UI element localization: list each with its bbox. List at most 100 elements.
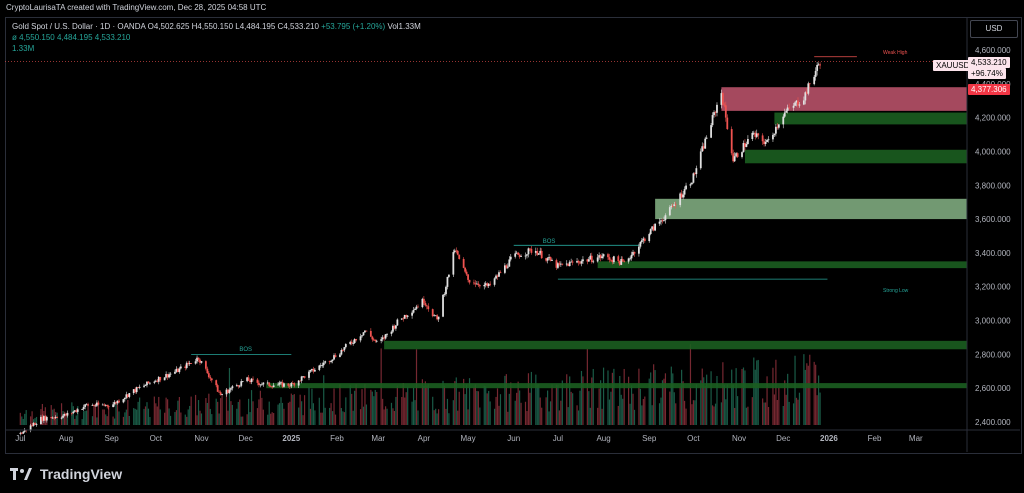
candle-body	[661, 220, 664, 222]
volume-bar	[545, 397, 547, 425]
candle-body	[515, 252, 518, 254]
candle-body	[724, 105, 727, 118]
volume-bar	[186, 416, 188, 425]
candle-body	[434, 315, 437, 317]
candle-body	[250, 378, 253, 383]
candle-body	[62, 415, 64, 418]
time-tick-label: Mar	[909, 434, 923, 443]
candle-body	[617, 256, 620, 262]
time-tick-label: Feb	[330, 434, 344, 443]
candle-body	[487, 283, 490, 286]
candle-body	[75, 410, 78, 412]
volume-bar	[597, 407, 599, 425]
volume-bar	[753, 357, 755, 425]
candle-body	[188, 363, 191, 364]
tradingview-brand[interactable]: TradingView	[10, 466, 122, 483]
candle-body	[671, 205, 674, 207]
candle-body	[716, 104, 718, 113]
candle-body	[313, 369, 316, 372]
volume-bar	[168, 408, 170, 425]
time-tick-label: Feb	[868, 434, 882, 443]
candle-body	[383, 337, 386, 339]
candle-body	[417, 306, 419, 308]
volume-bar	[298, 407, 300, 425]
candle-body	[87, 404, 89, 406]
volume-bar	[592, 368, 594, 425]
candle-body	[674, 204, 677, 206]
candle-body	[53, 417, 56, 419]
candle-body	[216, 385, 219, 392]
volume-bar	[25, 410, 27, 425]
candle-body	[711, 115, 714, 126]
volume-bar	[340, 408, 342, 425]
time-tick-label: Apr	[418, 434, 431, 443]
price-axis: 2,400.000 2,600.000 2,800.000 3,000.000 3,20…	[966, 17, 1011, 452]
candle-body	[137, 387, 140, 388]
indicator-icon: ø	[12, 33, 17, 42]
candle-body	[705, 137, 708, 139]
candle-body	[557, 263, 559, 268]
candle-body	[278, 382, 281, 385]
candle-body	[51, 417, 54, 419]
volume-bar	[504, 375, 506, 425]
volume-bar	[349, 385, 351, 425]
volume-bar	[644, 396, 646, 425]
candle-body	[642, 238, 645, 241]
candle-body	[589, 255, 592, 260]
volume-bar	[664, 373, 667, 425]
volume-bar	[438, 409, 440, 425]
volume-bar	[589, 407, 591, 425]
volume-bar	[50, 405, 52, 425]
volume-bar	[153, 396, 155, 425]
candle-body	[303, 376, 306, 378]
volume-bar	[392, 408, 394, 425]
candle-body	[20, 432, 23, 434]
volume-bar	[299, 394, 301, 425]
candle-body	[206, 368, 209, 374]
volume-bar	[520, 402, 522, 425]
volume-bar	[660, 397, 662, 425]
volume-bar	[83, 411, 85, 425]
price-chart[interactable]: BOS BOS 2,400.000 2,600.000 2,800.000 3,000.…	[5, 17, 1020, 452]
candle-body	[445, 286, 447, 295]
candle-body	[654, 223, 657, 231]
candle-body	[333, 355, 335, 360]
candle-body	[353, 338, 356, 344]
candle-body	[442, 294, 444, 317]
volume-bar	[493, 408, 496, 425]
volume-bar	[66, 414, 69, 425]
legend-ohlc: Gold Spot / U.S. Dollar · 1D · OANDA O4,…	[12, 22, 421, 31]
candle-body	[156, 380, 159, 382]
price-tick-label: 2,600.000	[975, 384, 1011, 393]
volume-bar	[608, 399, 611, 425]
currency-button[interactable]: USD	[970, 20, 1018, 38]
volume-bar	[280, 397, 282, 425]
candle-body	[73, 410, 76, 412]
price-tick-label: 2,800.000	[975, 350, 1011, 359]
candle-body	[146, 381, 148, 386]
volume-bar	[320, 412, 322, 425]
candle-body	[218, 391, 221, 393]
volume-bar	[476, 390, 478, 425]
candle-body	[685, 185, 687, 190]
time-tick-label: Oct	[150, 434, 163, 443]
volume-bar	[75, 415, 77, 425]
candle-body	[344, 344, 347, 348]
volume-bar	[106, 416, 108, 425]
volume-bar	[74, 418, 76, 425]
candle-body	[794, 102, 796, 106]
candle-body	[147, 381, 150, 384]
volume-bar	[735, 368, 737, 425]
candle-body	[179, 366, 182, 369]
candle-body	[446, 276, 449, 287]
candle-body	[406, 315, 409, 317]
volume-bar	[704, 386, 706, 425]
volume-bar	[239, 399, 241, 425]
candle-body	[402, 318, 405, 320]
candle-body	[586, 259, 589, 262]
candle-body	[506, 266, 509, 268]
candle-body	[290, 383, 293, 387]
volume-bar	[741, 368, 743, 425]
candle-body	[277, 384, 279, 386]
volume-bar	[144, 406, 147, 425]
